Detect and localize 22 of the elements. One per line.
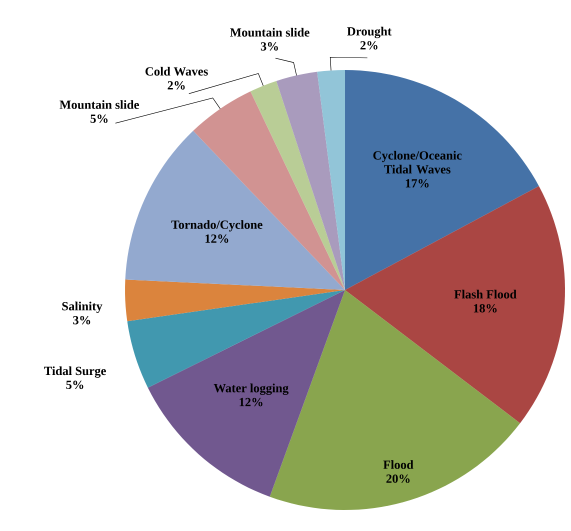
data-label: 20% (386, 474, 410, 483)
slice-label: Flash Flood (454, 290, 517, 299)
data-label: 18% (474, 304, 497, 313)
slice-label: Cold Waves (146, 66, 208, 76)
slice-label: Water logging (214, 384, 289, 395)
data-label: 3% (260, 42, 278, 51)
data-label: 5% (90, 114, 108, 123)
data-label: 2% (360, 41, 378, 50)
slice-label: Tornado/Cyclone (171, 220, 262, 232)
slice-label: Salinity (62, 302, 102, 313)
slice-label: Flood (383, 460, 414, 469)
data-label: 17% (406, 179, 429, 188)
data-label: 5% (66, 380, 84, 390)
slice-label: Cyclone/Oceanic Tidal Waves (373, 150, 462, 174)
data-label: 2% (168, 81, 185, 90)
data-label: 12% (205, 234, 228, 243)
data-label: 12% (240, 398, 262, 406)
slice-label: Drought (347, 26, 392, 38)
slice-label: Mountain slide (230, 28, 310, 37)
slice-label: Tidal Surge (44, 366, 106, 378)
slice-label: Mountain slide (60, 100, 140, 109)
data-label: 3% (73, 316, 90, 324)
